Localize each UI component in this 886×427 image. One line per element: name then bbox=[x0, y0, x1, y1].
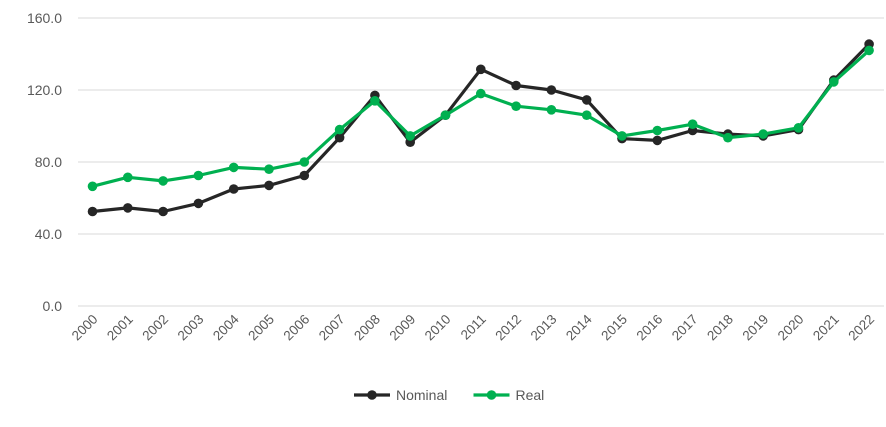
data-point bbox=[299, 157, 310, 167]
data-point bbox=[723, 132, 733, 143]
x-tick-label: 2021 bbox=[810, 312, 842, 344]
data-point bbox=[476, 64, 486, 75]
data-point bbox=[652, 125, 663, 136]
x-tick-label: 2001 bbox=[104, 312, 136, 344]
data-point bbox=[546, 85, 557, 95]
legend-label: Nominal bbox=[396, 387, 447, 403]
data-point bbox=[87, 206, 98, 217]
data-point bbox=[864, 45, 874, 56]
x-tick-label: 2010 bbox=[422, 312, 454, 344]
y-tick-label: 80.0 bbox=[35, 154, 62, 170]
x-tick-label: 2016 bbox=[634, 312, 666, 344]
gridlines bbox=[78, 17, 884, 307]
data-point bbox=[123, 172, 133, 183]
data-point bbox=[511, 101, 521, 111]
x-tick-label: 2000 bbox=[69, 312, 101, 344]
y-axis-tick-labels: 0.0 40.0 80.0 120.0 160.0 bbox=[27, 10, 62, 314]
legend-label: Real bbox=[516, 387, 545, 403]
data-point bbox=[228, 162, 239, 173]
x-axis-tick-labels: 2000 2001 2002 2003 2004 2005 2006 2007 2008 2009… bbox=[69, 311, 877, 343]
x-tick-label: 2009 bbox=[386, 312, 418, 344]
series-real bbox=[87, 45, 874, 192]
data-point bbox=[511, 80, 521, 91]
data-point bbox=[264, 180, 274, 191]
legend-item-nominal: Nominal bbox=[354, 387, 447, 403]
data-point bbox=[264, 164, 274, 174]
x-tick-label: 2022 bbox=[845, 312, 877, 344]
y-tick-label: 0.0 bbox=[43, 298, 63, 314]
data-point bbox=[829, 77, 839, 87]
legend-marker bbox=[367, 390, 377, 400]
data-point bbox=[758, 129, 768, 139]
data-point bbox=[440, 110, 451, 120]
x-tick-label: 2007 bbox=[316, 312, 348, 344]
data-point bbox=[687, 119, 698, 129]
data-point bbox=[334, 124, 345, 135]
legend-item-real: Real bbox=[473, 387, 545, 403]
y-tick-label: 120.0 bbox=[27, 82, 62, 98]
series-lines bbox=[87, 39, 874, 217]
data-point bbox=[652, 135, 663, 146]
data-point bbox=[546, 105, 557, 115]
series-nominal bbox=[87, 39, 874, 217]
legend-marker bbox=[486, 390, 497, 400]
x-tick-label: 2020 bbox=[775, 312, 807, 344]
data-point bbox=[87, 181, 98, 192]
x-tick-label: 2006 bbox=[281, 312, 313, 344]
data-point bbox=[476, 88, 486, 99]
data-point bbox=[581, 95, 592, 105]
x-tick-label: 2014 bbox=[563, 311, 595, 343]
x-tick-label: 2011 bbox=[458, 312, 489, 343]
x-tick-label: 2018 bbox=[704, 312, 736, 344]
x-tick-label: 2008 bbox=[351, 312, 383, 344]
data-point bbox=[123, 203, 133, 213]
y-tick-label: 160.0 bbox=[27, 10, 62, 26]
data-point bbox=[158, 206, 168, 217]
data-point bbox=[405, 131, 416, 141]
data-point bbox=[193, 170, 204, 181]
data-point bbox=[299, 170, 310, 181]
data-point bbox=[158, 176, 168, 186]
data-point bbox=[793, 123, 804, 133]
data-point bbox=[193, 198, 204, 209]
x-tick-label: 2003 bbox=[175, 312, 207, 344]
x-tick-label: 2015 bbox=[598, 312, 630, 344]
data-point bbox=[334, 132, 345, 143]
data-point bbox=[228, 184, 239, 194]
x-tick-label: 2019 bbox=[739, 312, 771, 344]
legend: Nominal Real bbox=[354, 387, 544, 403]
x-tick-label: 2012 bbox=[492, 312, 524, 344]
data-point bbox=[617, 131, 627, 141]
x-tick-label: 2017 bbox=[669, 312, 701, 344]
data-point bbox=[581, 110, 592, 120]
data-point bbox=[370, 96, 380, 106]
x-tick-label: 2005 bbox=[245, 312, 277, 344]
x-tick-label: 2013 bbox=[528, 312, 560, 344]
x-tick-label: 2002 bbox=[139, 312, 171, 344]
x-tick-label: 2004 bbox=[210, 311, 242, 343]
y-tick-label: 40.0 bbox=[35, 226, 62, 242]
